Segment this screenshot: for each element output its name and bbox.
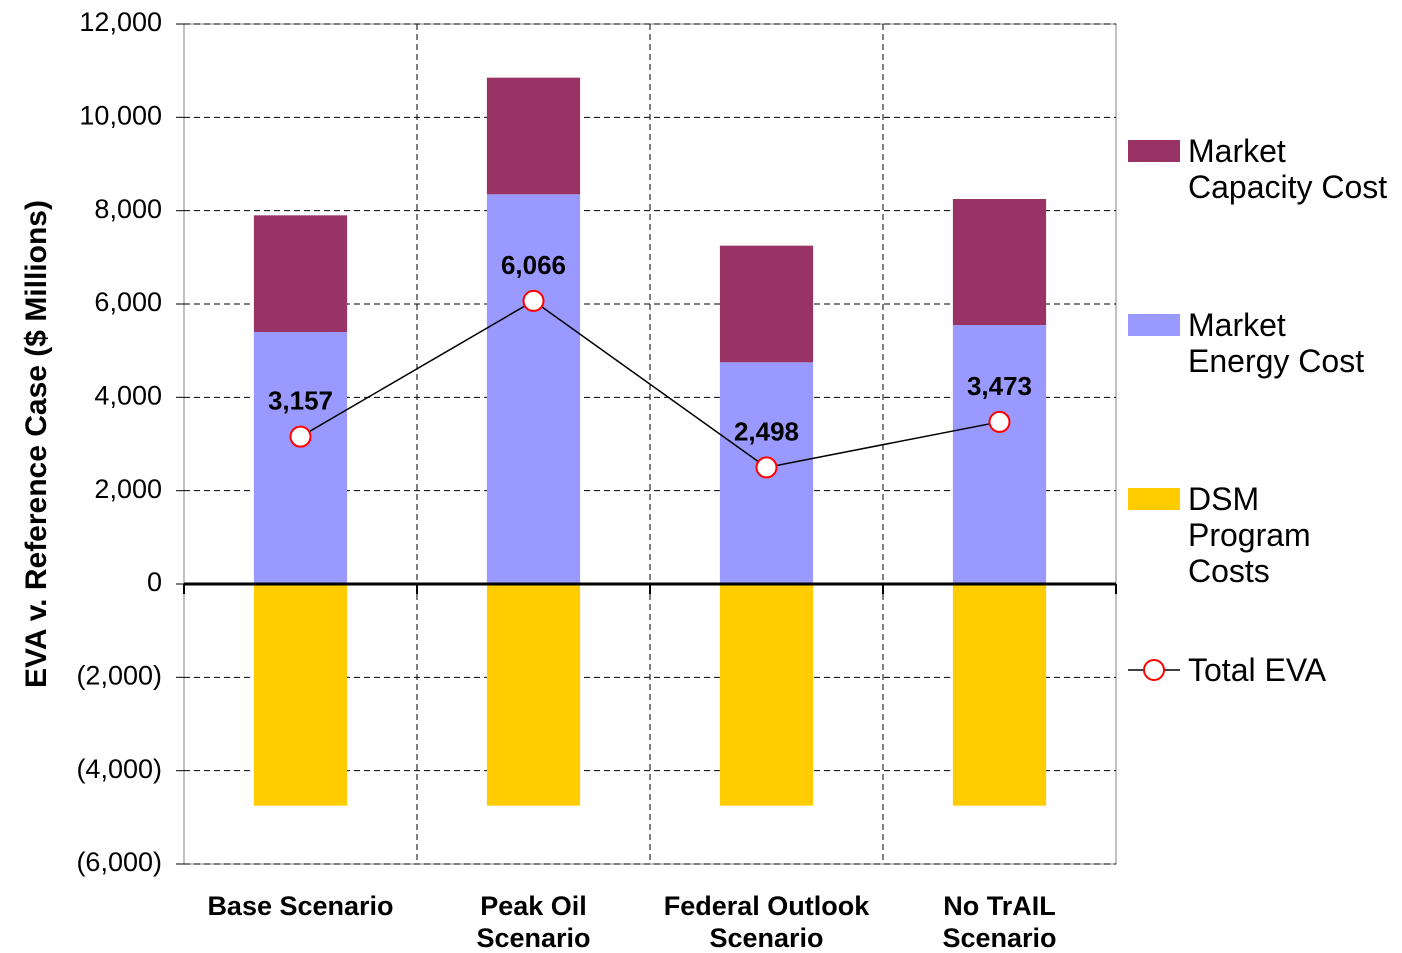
x-tick-label: Peak Oil Scenario [476,891,591,953]
data-label: 6,066 [501,250,566,280]
bar-segment [719,245,814,363]
y-tick-label: 2,000 [94,474,162,504]
y-tick-label: 4,000 [94,380,162,410]
marker [522,289,545,312]
y-axis-title: EVA v. Reference Case ($ Millions) [20,200,53,688]
bar-segment [952,584,1047,806]
legend-label: Market Energy Cost [1188,307,1365,379]
bar-segment [253,584,348,806]
y-tick-label: 12,000 [79,7,162,37]
marker [988,410,1011,433]
data-label: 3,157 [268,386,333,416]
bar-segment [719,584,814,806]
bar-segment [486,194,581,585]
x-tick-label: Federal Outlook Scenario [663,891,870,953]
data-label: 3,473 [967,371,1032,401]
marker [289,425,312,448]
y-tick-label: 8,000 [94,194,162,224]
y-tick-label: 6,000 [94,287,162,317]
bar-segment [486,77,581,195]
legend-label: DSM Program Costs [1188,481,1311,589]
legend-label: Total EVA [1188,652,1327,688]
x-tick-label: No TrAIL Scenario [942,891,1057,953]
y-tick-label: (2,000) [76,660,162,690]
y-tick-label: (6,000) [76,847,162,877]
legend-marker [1143,659,1165,681]
bar-segment [952,325,1047,584]
y-tick-label: 0 [147,567,162,597]
data-label: 2,498 [734,416,799,446]
legend-label: Market Capacity Cost [1188,133,1388,205]
bar-segment [253,332,348,584]
y-tick-label: (4,000) [76,754,162,784]
bar-segment [253,215,348,332]
legend-swatch [1128,488,1180,510]
marker [755,456,778,479]
bar-segment [486,584,581,806]
line [300,300,1000,469]
bar-segment [952,199,1047,325]
y-tick-label: 10,000 [79,100,162,130]
legend-swatch [1128,314,1180,336]
x-tick-label: Base Scenario [207,891,394,921]
legend-swatch [1128,140,1180,162]
